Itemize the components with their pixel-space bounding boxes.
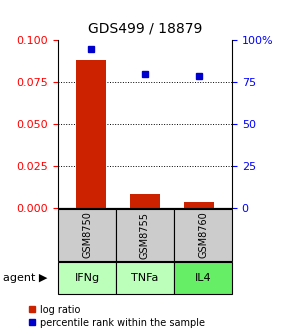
- Text: agent ▶: agent ▶: [3, 273, 47, 283]
- Text: IFNg: IFNg: [75, 273, 99, 283]
- Bar: [184, 202, 214, 208]
- Text: IL4: IL4: [195, 273, 211, 283]
- Text: GSM8750: GSM8750: [82, 212, 92, 258]
- Bar: [130, 194, 160, 208]
- Text: GDS499 / 18879: GDS499 / 18879: [88, 22, 202, 36]
- Text: GSM8760: GSM8760: [198, 212, 208, 258]
- Text: GSM8755: GSM8755: [140, 212, 150, 258]
- Bar: [76, 60, 106, 208]
- Legend: log ratio, percentile rank within the sample: log ratio, percentile rank within the sa…: [28, 305, 205, 328]
- Text: TNFa: TNFa: [131, 273, 159, 283]
